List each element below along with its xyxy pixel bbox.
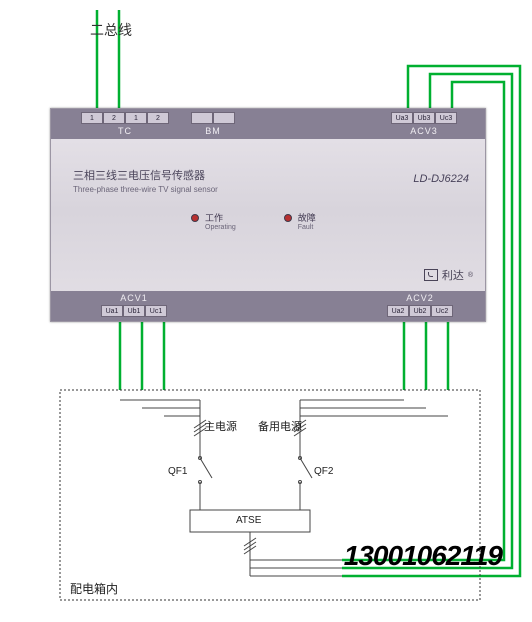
qf1-label: QF1 — [168, 466, 187, 477]
led-dot-icon — [284, 214, 292, 222]
led1-cn: 工作 — [205, 213, 223, 223]
led-operating: 工作 Operating — [191, 213, 236, 232]
tc-label: TC — [118, 126, 132, 136]
main-power-label: 主电源 — [204, 418, 237, 434]
device-model: LD-DJ6224 — [413, 173, 469, 185]
acv3-cell: Ub3 — [413, 112, 435, 124]
backup-power-label: 备用电源 — [258, 418, 302, 434]
brand-block: 利达 ® — [424, 267, 473, 283]
box-label: 配电箱内 — [70, 580, 118, 597]
bm-cell — [213, 112, 235, 124]
terminal-acv2: ACV2 Ua2 Ub2 Uc2 — [387, 293, 453, 317]
brand-text: 利达 — [442, 267, 464, 283]
acv2-cell: Ua2 — [387, 305, 409, 317]
acv2-cell: Ub2 — [409, 305, 431, 317]
device-title-cn: 三相三线三电压信号传感器 — [73, 169, 218, 184]
acv1-label: ACV1 — [120, 293, 148, 303]
acv3-label: ACV3 — [410, 126, 438, 136]
device-title-en: Three-phase three-wire TV signal sensor — [73, 184, 218, 195]
watermark-text: 13001062119 — [344, 540, 502, 572]
led-row: 工作 Operating 故障 Fault — [191, 213, 316, 232]
brand-sup: ® — [468, 272, 473, 279]
terminal-acv3: Ua3 Ub3 Uc3 ACV3 — [391, 112, 457, 136]
acv1-cell: Ub1 — [123, 305, 145, 317]
led-dot-icon — [191, 214, 199, 222]
terminal-bm: BM — [191, 112, 235, 136]
led-fault: 故障 Fault — [284, 213, 316, 232]
bm-label: BM — [205, 126, 221, 136]
device-top-strip: 1 2 1 2 TC BM Ua3 Ub3 Uc3 ACV3 — [51, 109, 485, 139]
bm-cell — [191, 112, 213, 124]
acv2-label: ACV2 — [406, 293, 434, 303]
terminal-tc: 1 2 1 2 TC — [81, 112, 169, 136]
tc-cell: 1 — [81, 112, 103, 124]
tc-cell: 2 — [103, 112, 125, 124]
qf2-label: QF2 — [314, 466, 333, 477]
terminal-acv1: ACV1 Ua1 Ub1 Uc1 — [101, 293, 167, 317]
acv2-cell: Uc2 — [431, 305, 453, 317]
device-bottom-strip: ACV1 Ua1 Ub1 Uc1 ACV2 Ua2 Ub2 Uc2 — [51, 291, 485, 321]
led2-en: Fault — [298, 224, 316, 232]
top-bus-label: 二总线 — [90, 20, 132, 40]
sensor-device: 1 2 1 2 TC BM Ua3 Ub3 Uc3 ACV3 三相三线 — [50, 108, 486, 322]
atse-label: ATSE — [236, 515, 261, 526]
acv1-cell: Ua1 — [101, 305, 123, 317]
acv1-cell: Uc1 — [145, 305, 167, 317]
acv3-cell: Ua3 — [391, 112, 413, 124]
brand-logo-icon — [424, 269, 438, 281]
tc-cell: 2 — [147, 112, 169, 124]
led1-en: Operating — [205, 224, 236, 232]
led2-cn: 故障 — [298, 213, 316, 223]
acv3-cell: Uc3 — [435, 112, 457, 124]
tc-cell: 1 — [125, 112, 147, 124]
device-title: 三相三线三电压信号传感器 Three-phase three-wire TV s… — [73, 169, 218, 196]
